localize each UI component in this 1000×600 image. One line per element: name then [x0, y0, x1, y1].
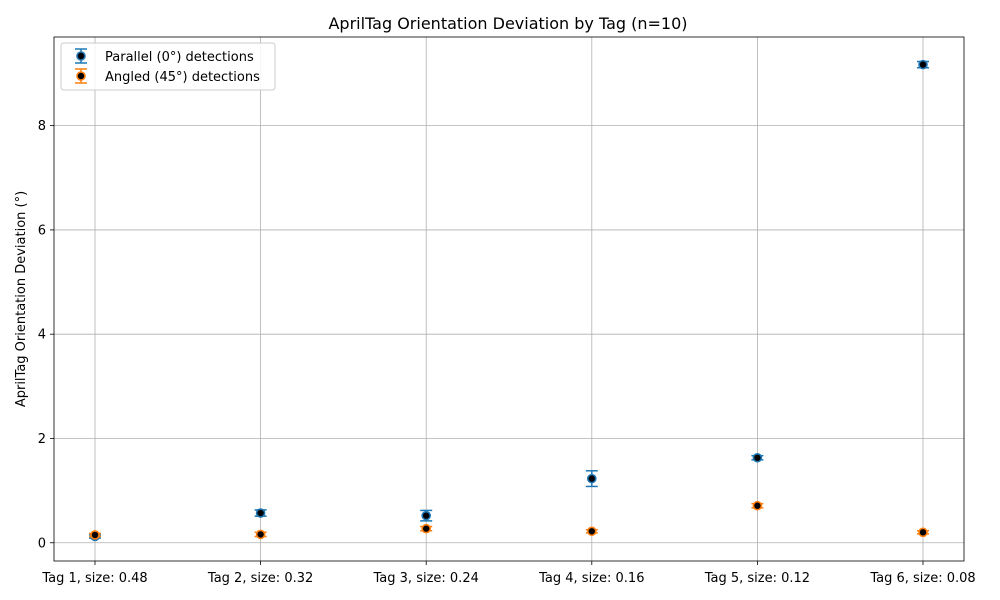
- legend-item: Parallel (0°) detections: [75, 48, 254, 65]
- y-tick-label: 2: [38, 432, 46, 447]
- x-tick-label: Tag 1, size: 0.48: [41, 571, 147, 586]
- legend-marker: [76, 71, 86, 81]
- x-tick-label: Tag 5, size: 0.12: [704, 571, 810, 586]
- legend-item: Angled (45°) detections: [75, 68, 260, 85]
- x-tick-label: Tag 3, size: 0.24: [373, 571, 479, 586]
- y-axis-ticks: 0 2 4 6 8: [38, 119, 54, 551]
- data-point: [752, 500, 763, 511]
- grid: [54, 37, 964, 561]
- x-tick-label: Tag 4, size: 0.16: [538, 571, 644, 586]
- plot-frame: [53, 36, 965, 562]
- data-point: [255, 508, 266, 518]
- series-2: [89, 500, 929, 540]
- legend: Parallel (0°) detections Angled (45°) det…: [60, 42, 276, 91]
- chart-title: AprilTag Orientation Deviation by Tag (n…: [328, 14, 687, 33]
- y-tick-label: 6: [38, 223, 46, 238]
- x-axis-ticks: Tag 1, size: 0.48 Tag 2, size: 0.32 Tag 3,…: [41, 561, 976, 586]
- x-tick-label: Tag 2, size: 0.32: [207, 571, 313, 586]
- data-point: [90, 530, 100, 540]
- y-tick-label: 0: [38, 536, 46, 551]
- data-point: [255, 529, 266, 540]
- y-axis-label: AprilTag Orientation Deviation (°): [14, 191, 29, 407]
- data-point: [586, 526, 597, 537]
- data-point: [752, 452, 763, 463]
- legend-marker: [76, 51, 86, 61]
- series-1: [89, 59, 929, 542]
- data-point: [918, 59, 928, 70]
- data-point: [421, 523, 432, 534]
- series-layer: [89, 59, 929, 542]
- data-point: [421, 510, 432, 521]
- legend-label: Parallel (0°) detections: [105, 50, 254, 65]
- y-tick-label: 8: [38, 119, 46, 134]
- legend-box: [60, 42, 276, 91]
- y-tick-label: 4: [38, 328, 46, 343]
- data-point: [586, 473, 597, 484]
- x-tick-label: Tag 6, size: 0.08: [869, 571, 975, 586]
- legend-label: Angled (45°) detections: [105, 70, 260, 85]
- data-point: [918, 527, 928, 538]
